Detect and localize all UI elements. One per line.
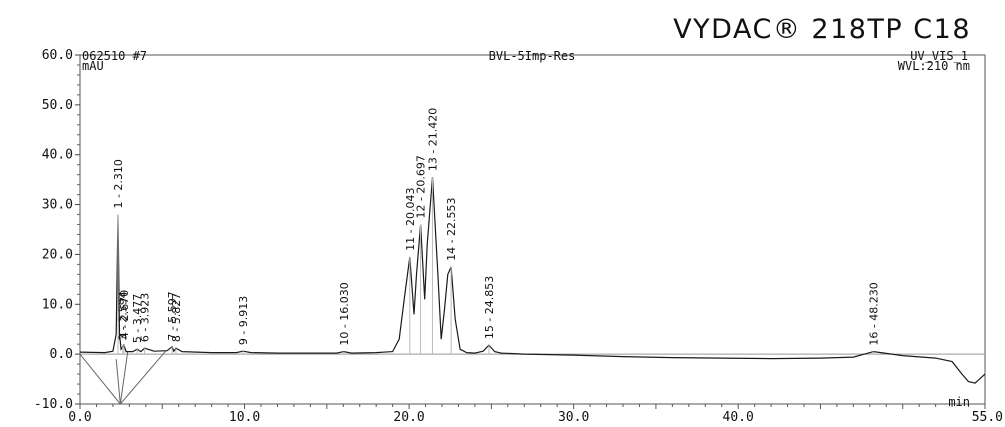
chromatogram-trace <box>79 177 986 384</box>
y-unit-label: mAU <box>82 59 104 73</box>
peak-label: 11 - 20.043 <box>404 187 417 250</box>
x-tick-label: 30.0 <box>558 410 589 425</box>
plot-frame <box>79 54 986 405</box>
baseline-fit-lines <box>79 350 166 405</box>
x-unit-label: min <box>948 395 970 409</box>
peak-label: 16 - 48.230 <box>868 282 881 345</box>
y-tick-label: 30.0 <box>42 198 73 213</box>
y-tick-label: 50.0 <box>42 98 73 113</box>
peak-label: 3 - 2.594 <box>117 291 130 340</box>
baseline-fit-line <box>79 353 121 405</box>
sample-id-label: 062510 #7 <box>82 49 147 63</box>
baseline-fit-line <box>115 359 121 405</box>
x-tick-label: 20.0 <box>393 410 424 425</box>
peak-label: 15 - 24.853 <box>483 276 496 339</box>
peak-label: 5 - 3.477 <box>131 294 144 343</box>
y-tick-label: 20.0 <box>42 247 73 262</box>
channel-label: UV_VIS_1 <box>910 49 968 63</box>
y-axis: -10.0 0.0 10.0 20.0 30.0 40.0 50.0 60.0 <box>34 48 80 412</box>
baseline-fit-line <box>119 351 129 405</box>
x-tick-label: 10.0 <box>229 410 260 425</box>
peak-label: 14 - 22.553 <box>445 197 458 260</box>
baseline-fit-line <box>119 350 166 405</box>
chart-title: BVL-5Imp-Res <box>489 49 576 63</box>
y-tick-label: 0.0 <box>50 347 73 362</box>
peak-label: 1 - 2.310 <box>112 159 125 208</box>
x-axis: 0.0 10.0 20.0 30.0 40.0 55.0 <box>68 404 1003 425</box>
peak-label: 8 - 5.827 <box>170 293 183 342</box>
wavelength-label: WVL:210 nm <box>898 59 970 73</box>
peak-label: 7 - 5.597 <box>166 291 179 340</box>
peak-label: 12 - 20.697 <box>415 155 428 218</box>
x-tick-label: 40.0 <box>723 410 754 425</box>
peak-label: 13 - 21.420 <box>426 108 439 171</box>
peak-label: 6 - 3.923 <box>139 293 152 342</box>
peak-label: 4 - 2.670 <box>118 290 131 339</box>
x-tick-label: 55.0 <box>972 410 1003 425</box>
x-tick-label: 0.0 <box>68 410 91 425</box>
y-tick-label: 10.0 <box>42 297 73 312</box>
column-brand-title: VYDAC® 218TP C18 <box>673 14 971 45</box>
y-tick-label: 40.0 <box>42 148 73 163</box>
peak-label: 9 - 9.913 <box>237 296 250 345</box>
y-tick-label: 60.0 <box>42 48 73 63</box>
peak-label: 10 - 16.030 <box>338 282 351 345</box>
y-tick-label: -10.0 <box>34 397 73 412</box>
